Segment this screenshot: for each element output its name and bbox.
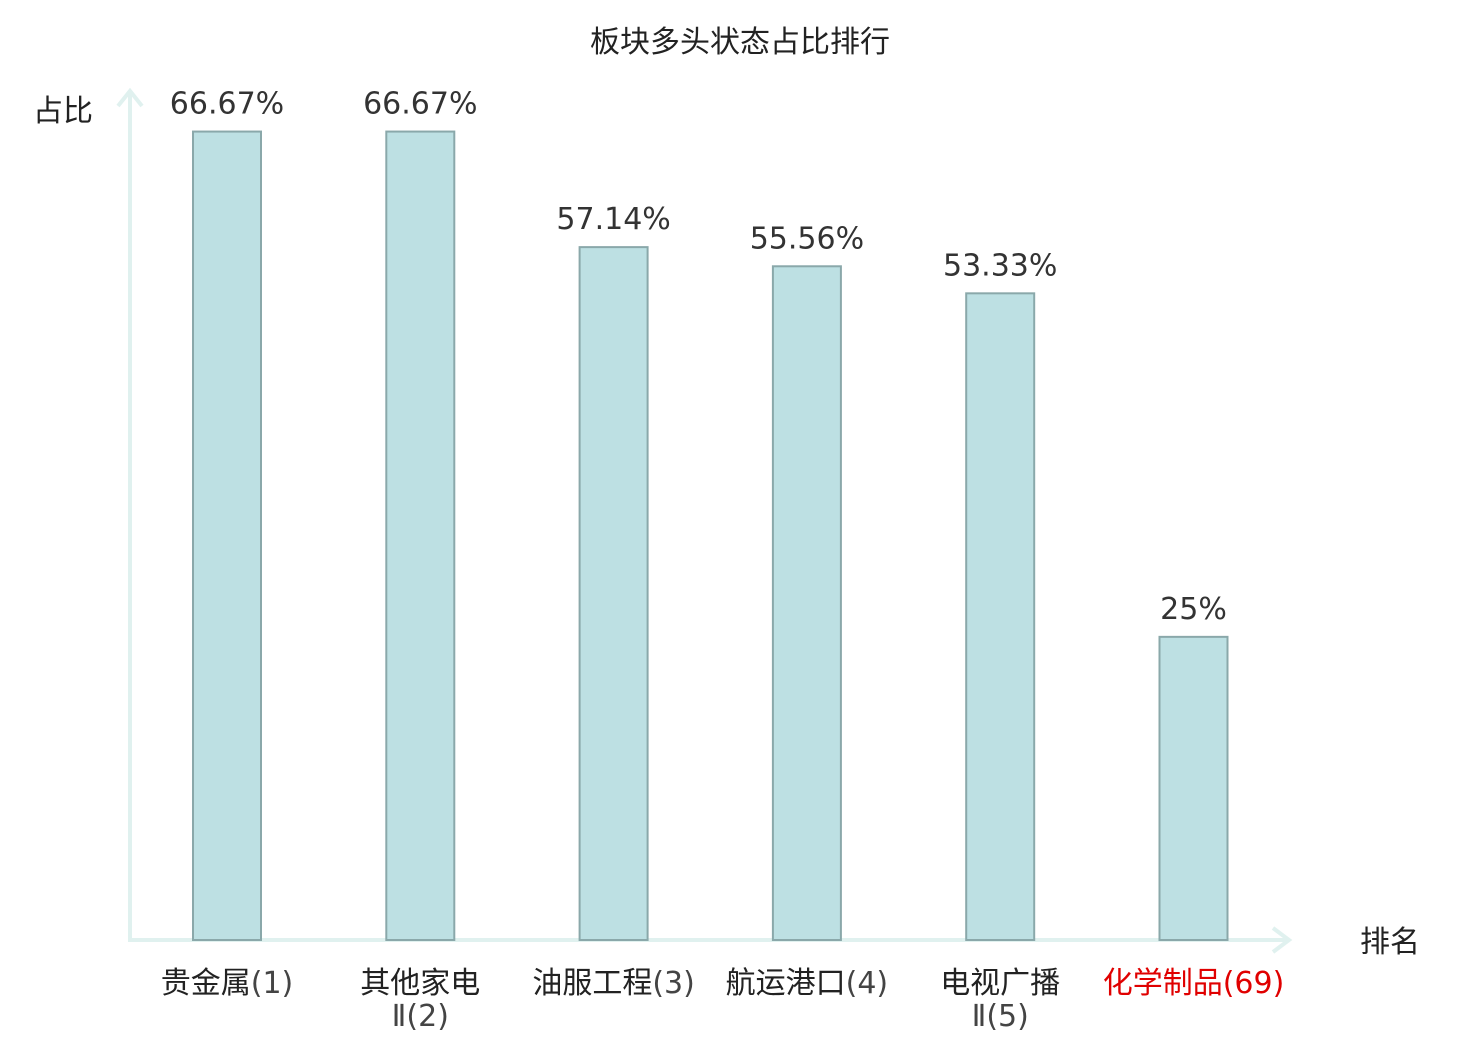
bar-2	[385, 130, 456, 942]
category-rank: (69)	[1223, 966, 1285, 1001]
category-label-3: 油服工程(3)	[532, 966, 695, 1001]
bar-3	[578, 246, 649, 941]
bar-6	[1158, 635, 1229, 941]
category-labels-group: 贵金属(1) 其他家电 Ⅱ(2) 油服工程(3) 航运港口(4) 电视广播 Ⅱ(5) 化学制品…	[161, 966, 1285, 1034]
value-label-2: 66.67%	[363, 87, 477, 122]
category-name: 其他家电	[360, 966, 480, 1001]
category-name: 电视广播	[940, 966, 1060, 1001]
category-label-5: 电视广播 Ⅱ(5)	[940, 966, 1060, 1034]
category-name: 油服工程	[532, 966, 652, 1001]
category-label-1: 贵金属(1)	[161, 966, 294, 1001]
category-label-2: 其他家电 Ⅱ(2)	[360, 966, 480, 1034]
category-rank: (3)	[652, 966, 695, 1001]
category-rank: (1)	[251, 966, 294, 1001]
bar-5	[965, 292, 1036, 941]
chart-title: 板块多头状态占比排行	[590, 25, 890, 60]
x-axis-arrow	[1271, 926, 1293, 954]
category-rank: Ⅱ(5)	[972, 999, 1029, 1034]
y-axis-arrow	[116, 87, 144, 108]
bar-1	[192, 130, 262, 942]
bars-group	[192, 130, 1229, 942]
x-axis-label: 排名	[1360, 925, 1420, 960]
value-label-6: 25%	[1160, 592, 1227, 627]
category-label-6: 化学制品(69)	[1103, 966, 1285, 1001]
axes	[116, 87, 1293, 954]
value-label-5: 53.33%	[943, 248, 1057, 283]
value-label-3: 57.14%	[556, 202, 670, 237]
y-axis-label: 占比	[33, 94, 93, 129]
category-rank: (4)	[846, 966, 889, 1001]
category-label-4: 航运港口(4)	[726, 966, 889, 1001]
category-name: 贵金属	[161, 966, 251, 1001]
category-name: 航运港口	[726, 966, 846, 1001]
bar-4	[771, 265, 842, 942]
category-name: 化学制品	[1103, 966, 1223, 1001]
value-label-1: 66.67%	[170, 87, 284, 122]
value-label-4: 55.56%	[750, 221, 864, 256]
value-labels-group: 66.67% 66.67% 57.14% 55.56% 53.33% 25%	[170, 87, 1227, 627]
category-rank: Ⅱ(2)	[392, 999, 449, 1034]
